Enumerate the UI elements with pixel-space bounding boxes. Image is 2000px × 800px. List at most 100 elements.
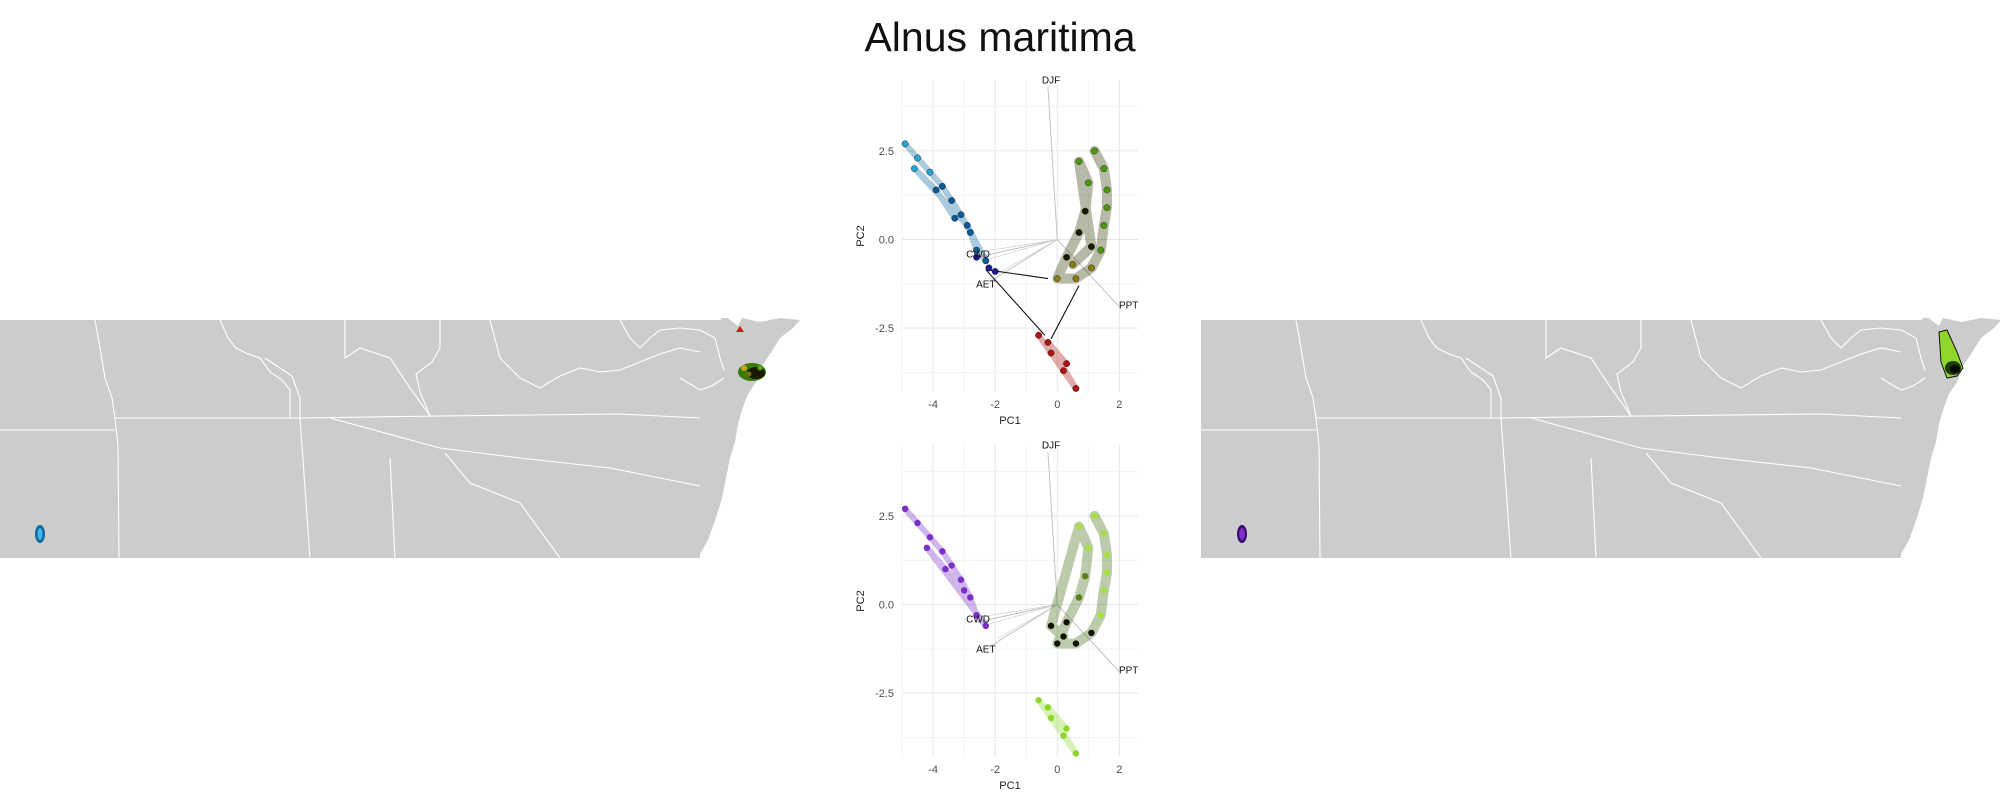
data-point [932, 186, 940, 194]
cluster-red [1035, 331, 1080, 392]
x-tick-label: -2 [990, 764, 1000, 776]
variable-label-cwd: CWD [966, 614, 990, 625]
data-point [938, 182, 946, 190]
data-point [926, 168, 934, 176]
data-point [901, 140, 909, 148]
data-point [1091, 147, 1098, 155]
data-point [1085, 544, 1092, 552]
state-borders [0, 319, 725, 558]
pca-bottom-plot: DJF AET CWD PPT -4 -2 0 2 2.5 0.0 -2.5 PC1 PC2 [855, 441, 1138, 792]
data-point [923, 544, 931, 552]
variable-arrow [998, 604, 1058, 639]
data-point [1047, 714, 1055, 722]
data-point [939, 548, 946, 555]
data-point [966, 229, 974, 236]
x-axis-title: PC1 [999, 415, 1020, 427]
data-point [1088, 629, 1095, 637]
data-point [1063, 360, 1070, 368]
data-point [973, 611, 980, 619]
data-point [1072, 750, 1080, 757]
data-point [1084, 179, 1092, 187]
data-point [901, 505, 909, 513]
data-point [957, 211, 965, 219]
cluster-navy [973, 253, 999, 275]
data-point [942, 565, 949, 573]
data-point [1072, 275, 1080, 282]
data-point [1035, 697, 1042, 704]
cluster-lime-black [1046, 510, 1112, 649]
data-point [1100, 165, 1108, 173]
data-point [1044, 338, 1052, 346]
variable-arrows [976, 452, 1120, 673]
variable-arrow-cwd [976, 239, 1058, 258]
data-point [1103, 551, 1111, 559]
land-shape [1201, 318, 2000, 558]
state-borders [1201, 319, 1926, 558]
data-point [973, 246, 980, 254]
x-tick-label: 0 [1054, 399, 1060, 411]
data-point [963, 221, 971, 229]
data-point [1047, 349, 1055, 357]
y-tick-label: 2.5 [879, 146, 894, 158]
y-axis-title: PC2 [855, 590, 867, 611]
data-point [1075, 158, 1083, 165]
data-point [948, 562, 955, 569]
data-point [1081, 207, 1089, 215]
data-point [1097, 611, 1104, 619]
page-title: Alnus maritima [864, 14, 1136, 60]
cluster-band [1052, 145, 1112, 284]
y-axis-title: PC2 [855, 225, 867, 246]
data-point [1088, 243, 1095, 251]
variable-label-djf: DJF [1042, 76, 1060, 87]
variable-arrow [982, 604, 1058, 627]
data-point [985, 264, 993, 272]
variable-arrow [979, 604, 1058, 618]
data-point [1075, 523, 1083, 530]
y-tick-label: 2.5 [879, 511, 894, 523]
data-point [948, 197, 956, 204]
data-point [1053, 275, 1061, 282]
x-tick-label: -2 [990, 399, 1000, 411]
data-point [1054, 640, 1061, 647]
variable-arrow-aet [988, 604, 1058, 648]
occurrence-purple [1237, 525, 1247, 543]
occurrence-red [736, 326, 744, 332]
cluster-band [1046, 510, 1112, 649]
data-point [1063, 253, 1070, 261]
data-point [914, 519, 921, 527]
variable-arrow-djf [1047, 452, 1058, 605]
data-point [957, 576, 965, 583]
data-point [1103, 186, 1111, 194]
data-point [1060, 633, 1067, 640]
data-point [1082, 572, 1089, 580]
pca-top-plot: DJF AET CWD PPT -4 -2 0 2 2.5 0.0 -2.5 PC1 PC2 [855, 76, 1138, 427]
variable-label-aet: AET [976, 279, 995, 290]
variable-arrow-aet [988, 239, 1058, 283]
hull-edge [985, 269, 1046, 336]
data-point [914, 154, 921, 162]
data-point [967, 594, 974, 601]
cluster-band [1035, 697, 1079, 757]
data-point [982, 622, 990, 630]
occurrence-blue [35, 525, 45, 543]
data-point [1075, 594, 1083, 601]
data-point [951, 214, 959, 222]
hull-edge [1050, 285, 1080, 340]
data-point [1088, 264, 1095, 272]
data-point [960, 587, 968, 594]
variable-label-aet: AET [976, 644, 995, 655]
data-point [911, 165, 918, 173]
grid [901, 445, 1138, 757]
x-tick-label: 2 [1116, 399, 1122, 411]
variable-arrow [998, 239, 1058, 274]
variable-arrow-ppt [1056, 239, 1120, 308]
cluster-band [1035, 332, 1079, 392]
data-point [1072, 640, 1080, 647]
variable-label-ppt: PPT [1119, 666, 1138, 677]
cluster-green-black [1052, 145, 1112, 284]
data-point [1060, 367, 1067, 375]
variable-arrow-djf [1047, 87, 1058, 240]
data-point [1060, 732, 1067, 739]
data-point [1100, 587, 1108, 594]
data-point [1075, 229, 1083, 236]
